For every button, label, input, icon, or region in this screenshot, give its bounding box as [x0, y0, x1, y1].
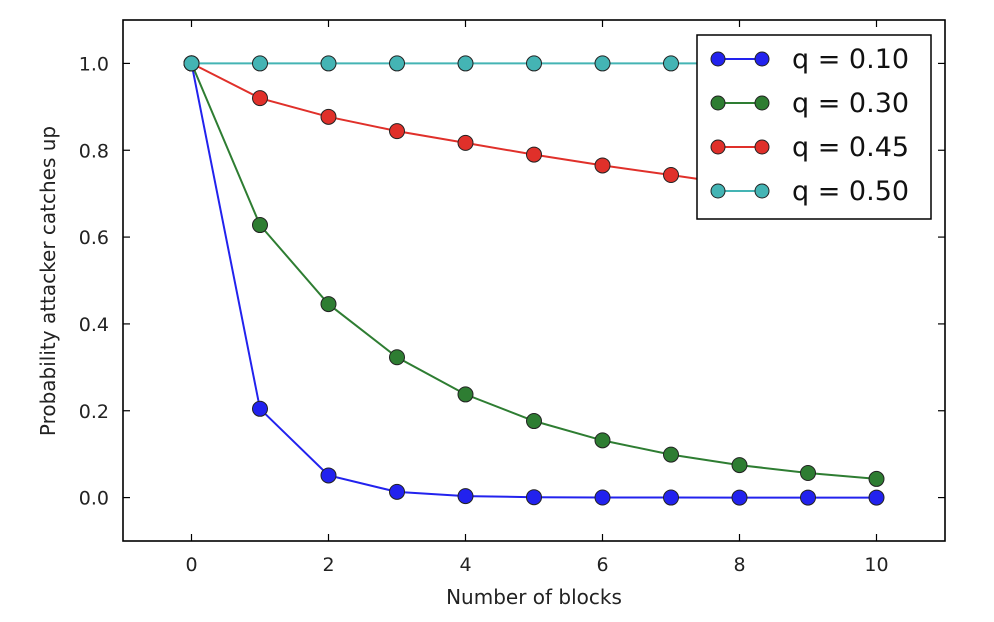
data-point-q-0-45 — [320, 108, 337, 125]
data-point-q-0-50 — [320, 55, 337, 72]
x-tick-label: 8 — [733, 554, 745, 576]
legend-label-q-0-50: q = 0.50 — [792, 176, 909, 207]
legend-marker-q-0-10 — [754, 51, 770, 67]
data-point-q-0-10 — [252, 400, 268, 417]
y-tick-label: 0.8 — [79, 140, 109, 162]
x-tick-label: 0 — [185, 554, 197, 576]
axis-ticks: 0 2 4 6 8 10 0.0 0.2 0.4 0.6 0.8 1.0 — [79, 20, 945, 576]
data-point-q-0-10 — [663, 489, 679, 506]
data-point-q-0-30 — [800, 465, 816, 482]
legend-label-q-0-10: q = 0.10 — [792, 44, 909, 75]
legend-marker-q-0-50 — [710, 183, 726, 199]
legend-entry-q-0-45: q = 0.45 — [710, 132, 909, 163]
data-point-q-0-45 — [526, 146, 542, 163]
data-point-q-0-45 — [389, 123, 405, 140]
data-point-q-0-30 — [731, 457, 748, 474]
data-point-q-0-30 — [457, 386, 474, 403]
x-tick-label: 2 — [322, 554, 334, 576]
x-axis-label: Number of blocks — [446, 585, 622, 609]
data-point-q-0-10 — [731, 489, 748, 506]
legend-label-q-0-45: q = 0.45 — [792, 132, 909, 163]
data-point-q-0-10 — [457, 488, 474, 505]
legend-marker-q-0-30 — [710, 95, 726, 111]
axes-frame — [122, 19, 946, 542]
y-tick-label: 0.6 — [79, 227, 109, 249]
data-point-q-0-45 — [594, 157, 611, 174]
data-point-q-0-10 — [594, 489, 611, 506]
legend-entry-q-0-50: q = 0.50 — [710, 176, 909, 207]
data-point-q-0-50 — [457, 55, 474, 72]
data-point-q-0-45 — [252, 90, 268, 107]
y-tick-label: 0.2 — [79, 401, 109, 423]
legend-marker-q-0-50 — [754, 183, 770, 199]
y-tick-label: 1.0 — [79, 53, 109, 75]
legend-entry-q-0-10: q = 0.10 — [710, 44, 909, 75]
legend-marker-q-0-30 — [754, 95, 770, 111]
data-point-q-0-10 — [526, 489, 542, 506]
data-point-q-0-10 — [320, 467, 337, 484]
legend-box — [696, 34, 932, 220]
legend-marker-q-0-45 — [754, 139, 770, 155]
x-tick-label: 10 — [864, 554, 888, 576]
data-point-q-0-30 — [663, 446, 679, 463]
data-point-q-0-50 — [252, 55, 268, 72]
y-tick-label: 0.4 — [79, 314, 109, 336]
data-point-q-0-50 — [526, 55, 542, 72]
data-point-q-0-50 — [663, 55, 679, 72]
x-tick-label: 4 — [459, 554, 471, 576]
data-point-q-0-30 — [868, 470, 885, 487]
data-point-q-0-30 — [594, 432, 611, 449]
data-point-q-0-50 — [183, 55, 200, 72]
data-point-q-0-45 — [663, 166, 679, 183]
data-point-q-0-45 — [457, 134, 474, 151]
legend-marker-q-0-45 — [710, 139, 726, 155]
data-point-q-0-10 — [800, 489, 816, 506]
data-point-q-0-30 — [252, 217, 268, 234]
legend: q = 0.10 q = 0.30 q = 0.45 q = 0.50 — [696, 34, 932, 220]
data-point-q-0-50 — [594, 55, 611, 72]
y-axis-label: Probability attacker catches up — [36, 126, 60, 436]
legend-marker-q-0-10 — [710, 51, 726, 67]
legend-label-q-0-30: q = 0.30 — [792, 88, 909, 119]
x-tick-label: 6 — [596, 554, 608, 576]
data-point-q-0-30 — [389, 349, 405, 366]
y-tick-label: 0.0 — [79, 488, 109, 510]
data-point-q-0-30 — [320, 296, 337, 313]
data-point-q-0-50 — [389, 55, 405, 72]
data-point-q-0-10 — [389, 483, 405, 500]
data-point-q-0-10 — [868, 489, 885, 506]
legend-entry-q-0-30: q = 0.30 — [710, 88, 909, 119]
data-point-q-0-30 — [526, 413, 542, 430]
